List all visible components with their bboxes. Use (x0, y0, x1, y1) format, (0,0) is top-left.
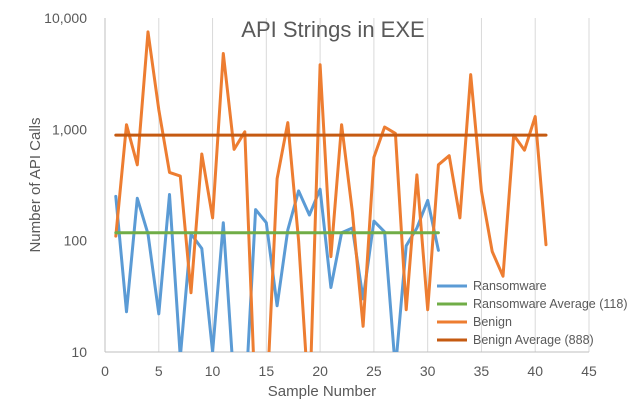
x-tick-label: 5 (155, 363, 163, 379)
y-tick-label: 1,000 (52, 121, 87, 137)
y-axis-title: Number of API Calls (27, 117, 44, 252)
series-line-ransomware (114, 187, 440, 352)
legend-entry: Benign (473, 315, 512, 329)
x-tick-label: 15 (259, 363, 275, 379)
legend-entry: Ransomware (473, 279, 547, 293)
y-tick-label: 10 (71, 344, 87, 360)
x-tick-label: 45 (581, 363, 597, 379)
axes: 0 5 10 15 20 25 30 35 40 45 10 100 1,000 10,000 (44, 10, 597, 379)
y-tick-label: 10,000 (44, 10, 87, 26)
legend: Ransomware Ransomware Average (118) Benign… (437, 279, 627, 347)
series (114, 30, 548, 352)
chart-title: API Strings in EXE (241, 17, 424, 42)
legend-entry: Ransomware Average (118) (473, 297, 627, 311)
x-axis-title: Sample Number (268, 383, 376, 400)
x-tick-label: 30 (420, 363, 436, 379)
x-tick-label: 35 (474, 363, 490, 379)
x-tick-label: 20 (312, 363, 328, 379)
legend-entry: Benign Average (888) (473, 333, 594, 347)
x-tick-label: 25 (366, 363, 382, 379)
x-tick-label: 10 (205, 363, 221, 379)
gridlines (104, 18, 590, 352)
x-tick-label: 0 (101, 363, 109, 379)
x-tick-label: 40 (527, 363, 543, 379)
series-line-benign (114, 30, 548, 352)
y-tick-label: 100 (64, 233, 88, 249)
